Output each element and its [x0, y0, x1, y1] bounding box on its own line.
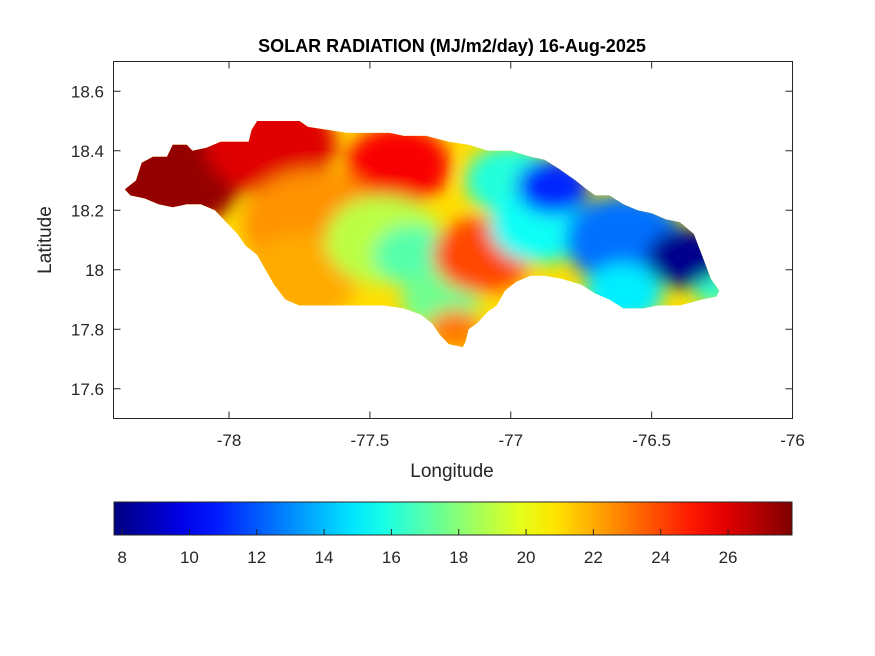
heatmap-region-east-tip: [695, 276, 720, 305]
heatmap-region-central-green: [373, 224, 452, 285]
colorbar-tick-label: 24: [651, 548, 670, 567]
plot-area: -78 -77.5 -77 -76.5 -76 17.6 17.8 18 18.2 18.4 18…: [71, 61, 805, 450]
y-tick-label: 17.6: [71, 380, 104, 399]
y-tick-label: 18.2: [71, 201, 104, 220]
y-tick-label: 18.6: [71, 82, 104, 101]
x-tick-label: -78: [217, 431, 242, 450]
colorbar-gradient: [113, 501, 793, 536]
heatmap-region-north-west: [206, 121, 337, 195]
heatmap-region-south-east: [584, 263, 663, 324]
x-axis-label: Longitude: [410, 461, 493, 482]
x-tick-label: -76: [780, 431, 805, 450]
colorbar-tick-label: 20: [517, 548, 536, 567]
colorbar-tick-label: 14: [315, 548, 334, 567]
x-axis-ticks: -78 -77.5 -77 -76.5 -76: [217, 61, 805, 450]
colorbar-tick-label: 18: [449, 548, 468, 567]
chart-title: SOLAR RADIATION (MJ/m2/day) 16-Aug-2025: [258, 36, 646, 56]
island-heatmap: [124, 121, 720, 348]
y-tick-label: 18.4: [71, 142, 104, 161]
heatmap-blobs: [124, 121, 720, 348]
colorbar-tick-label: 12: [247, 548, 266, 567]
heatmap-region-far-east: [646, 227, 720, 288]
y-tick-label: 18: [85, 261, 104, 280]
y-axis-label: Latitude: [35, 206, 56, 274]
axes-box: [113, 61, 793, 419]
y-tick-label: 17.8: [71, 320, 104, 339]
colorbar-tick-label: 8: [117, 548, 126, 567]
colorbar-ticks: 8 10 12 14 16 18 20 22 24 26: [117, 529, 737, 567]
colorbar-tick-label: 16: [382, 548, 401, 567]
x-tick-label: -77.5: [351, 431, 390, 450]
colorbar-tick-label: 10: [180, 548, 199, 567]
colorbar-tick-label: 26: [719, 548, 738, 567]
y-axis-ticks: 17.6 17.8 18 18.2 18.4 18.6: [71, 82, 793, 399]
colorbar: 8 10 12 14 16 18 20 22 24 26: [113, 501, 793, 567]
x-tick-label: -77: [498, 431, 523, 450]
heatmap-region-portland-bight: [428, 309, 481, 348]
colorbar-tick-label: 22: [584, 548, 603, 567]
heatmap-region-blue-mountain-north: [516, 158, 590, 215]
x-tick-label: -76.5: [632, 431, 671, 450]
heatmap-region-north-central: [346, 125, 451, 206]
